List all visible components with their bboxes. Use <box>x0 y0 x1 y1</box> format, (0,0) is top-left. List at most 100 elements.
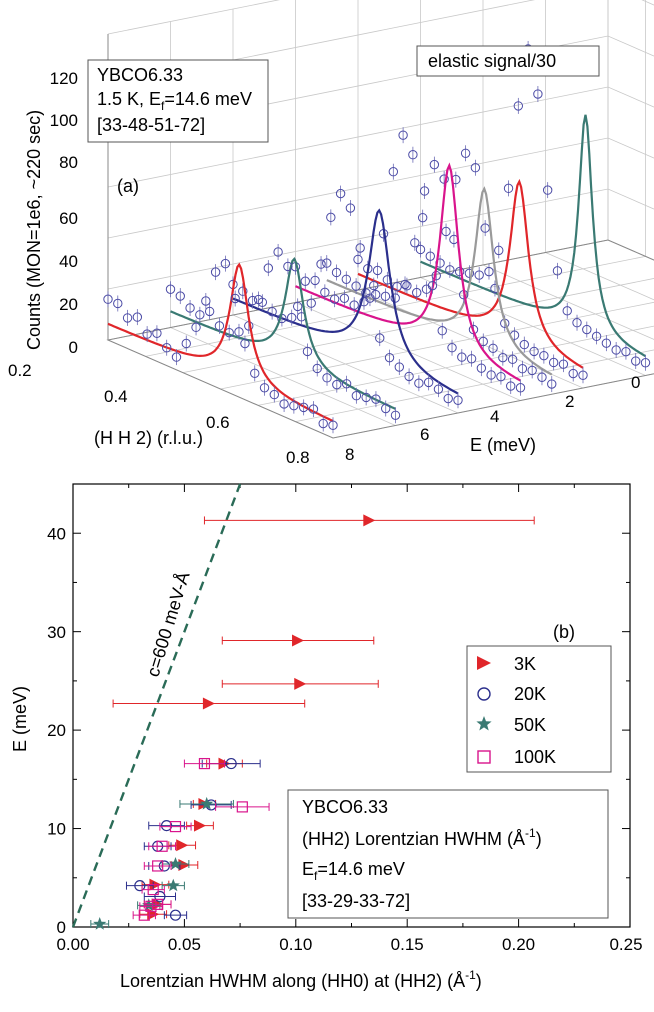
info-sample: YBCO6.33 <box>97 65 183 85</box>
data-point <box>204 306 215 317</box>
legend-50k-label: 50K <box>514 715 546 735</box>
data-point <box>547 379 557 389</box>
data-point <box>568 368 578 379</box>
data-point <box>484 266 494 277</box>
panel-a-series <box>103 40 651 434</box>
data-point <box>601 338 612 348</box>
h-tick-label: 0.6 <box>206 413 230 432</box>
data-point <box>425 251 435 261</box>
data-point <box>390 293 400 303</box>
data-point <box>316 259 326 269</box>
z-tick-label: 0 <box>69 338 78 357</box>
data-point <box>113 298 123 309</box>
panel-b-y-tick-labels: 0 10 20 30 40 <box>47 524 66 937</box>
y-tick-label: 0 <box>57 918 66 937</box>
z-tick-label: 120 <box>50 69 78 88</box>
data-point <box>310 275 320 286</box>
data-point <box>201 296 211 306</box>
data-point <box>529 346 539 357</box>
data-point <box>371 394 381 404</box>
legend-3k-label: 3K <box>514 654 536 674</box>
legend-box <box>466 645 612 773</box>
data-point <box>384 352 395 363</box>
info-b-quantity: (HH2) Lorentzian HWHM (Å-1) <box>302 826 542 849</box>
data-point <box>160 820 173 832</box>
data-point <box>166 878 180 892</box>
h-tick-label: 0.8 <box>286 448 310 467</box>
data-point <box>631 356 641 366</box>
legend-50k-marker <box>476 716 492 731</box>
series-3K <box>112 514 535 921</box>
data-point <box>169 909 182 921</box>
data-point <box>318 418 328 429</box>
data-point <box>611 345 621 355</box>
data-point <box>498 352 508 363</box>
data-point <box>195 310 205 320</box>
grid-line <box>107 0 281 35</box>
data-point <box>240 338 250 349</box>
fit-curve <box>357 178 584 369</box>
series-E-5 <box>290 127 526 396</box>
data-point <box>236 801 248 813</box>
grid-line <box>107 188 654 290</box>
data-point <box>292 634 305 647</box>
data-point <box>419 186 430 196</box>
z-tick-label: 80 <box>59 153 78 172</box>
data-point <box>488 343 498 353</box>
data-point <box>253 294 264 305</box>
data-point <box>145 900 157 912</box>
grid-line <box>420 277 646 376</box>
data-point <box>433 384 444 394</box>
panel-b-legend: 3K 20K 50K 100K <box>466 645 612 773</box>
data-point <box>476 363 487 373</box>
data-point <box>351 281 361 291</box>
data-point <box>582 324 592 335</box>
panel-b-x-axis-label: Lorentzian HWHM along (HH0) at (HH2) (Å-… <box>120 968 482 991</box>
data-point <box>410 238 420 248</box>
series-100K <box>132 757 270 921</box>
data-point <box>320 287 330 298</box>
panel-b-info-box: YBCO6.33 (HH2) Lorentzian HWHM (Å-1) Ef=… <box>287 789 609 919</box>
data-point <box>537 372 547 382</box>
panel-a-info-box <box>87 59 269 143</box>
data-point <box>445 265 455 275</box>
data-point <box>312 363 322 374</box>
data-point <box>507 354 518 365</box>
data-point <box>269 389 280 400</box>
fit-curve <box>295 162 522 382</box>
data-point <box>214 321 225 331</box>
data-point <box>300 276 310 286</box>
info-b-energy: Ef=14.6 meV <box>302 859 405 883</box>
e-tick-label: 0 <box>631 373 640 392</box>
e-tick-label: 8 <box>345 445 354 464</box>
panel-b-series <box>90 514 535 930</box>
series-E-4 <box>353 145 588 384</box>
x-tick-label: 0.20 <box>502 935 535 954</box>
legend-3k-marker <box>477 656 491 670</box>
data-point <box>247 295 258 306</box>
y-tick-label: 40 <box>47 524 66 543</box>
data-point <box>640 358 651 368</box>
data-point <box>513 101 524 111</box>
series-E-3 <box>415 40 651 371</box>
data-point <box>234 327 244 337</box>
data-point <box>464 268 475 279</box>
data-point <box>494 245 504 256</box>
data-point <box>169 820 182 833</box>
panel-b-label: (b) <box>553 622 575 642</box>
data-point <box>404 371 414 382</box>
data-point <box>185 303 195 313</box>
data-point <box>175 291 185 301</box>
fit-curve <box>170 257 396 410</box>
data-point <box>332 379 342 390</box>
panel-b-y-axis-label: E (meV) <box>10 686 30 752</box>
data-point <box>381 403 391 414</box>
data-point <box>138 909 150 921</box>
grid-line <box>107 137 654 239</box>
data-point <box>390 410 401 420</box>
data-point <box>326 212 336 223</box>
data-point <box>415 244 426 255</box>
data-point <box>578 370 588 380</box>
data-point <box>279 399 289 409</box>
